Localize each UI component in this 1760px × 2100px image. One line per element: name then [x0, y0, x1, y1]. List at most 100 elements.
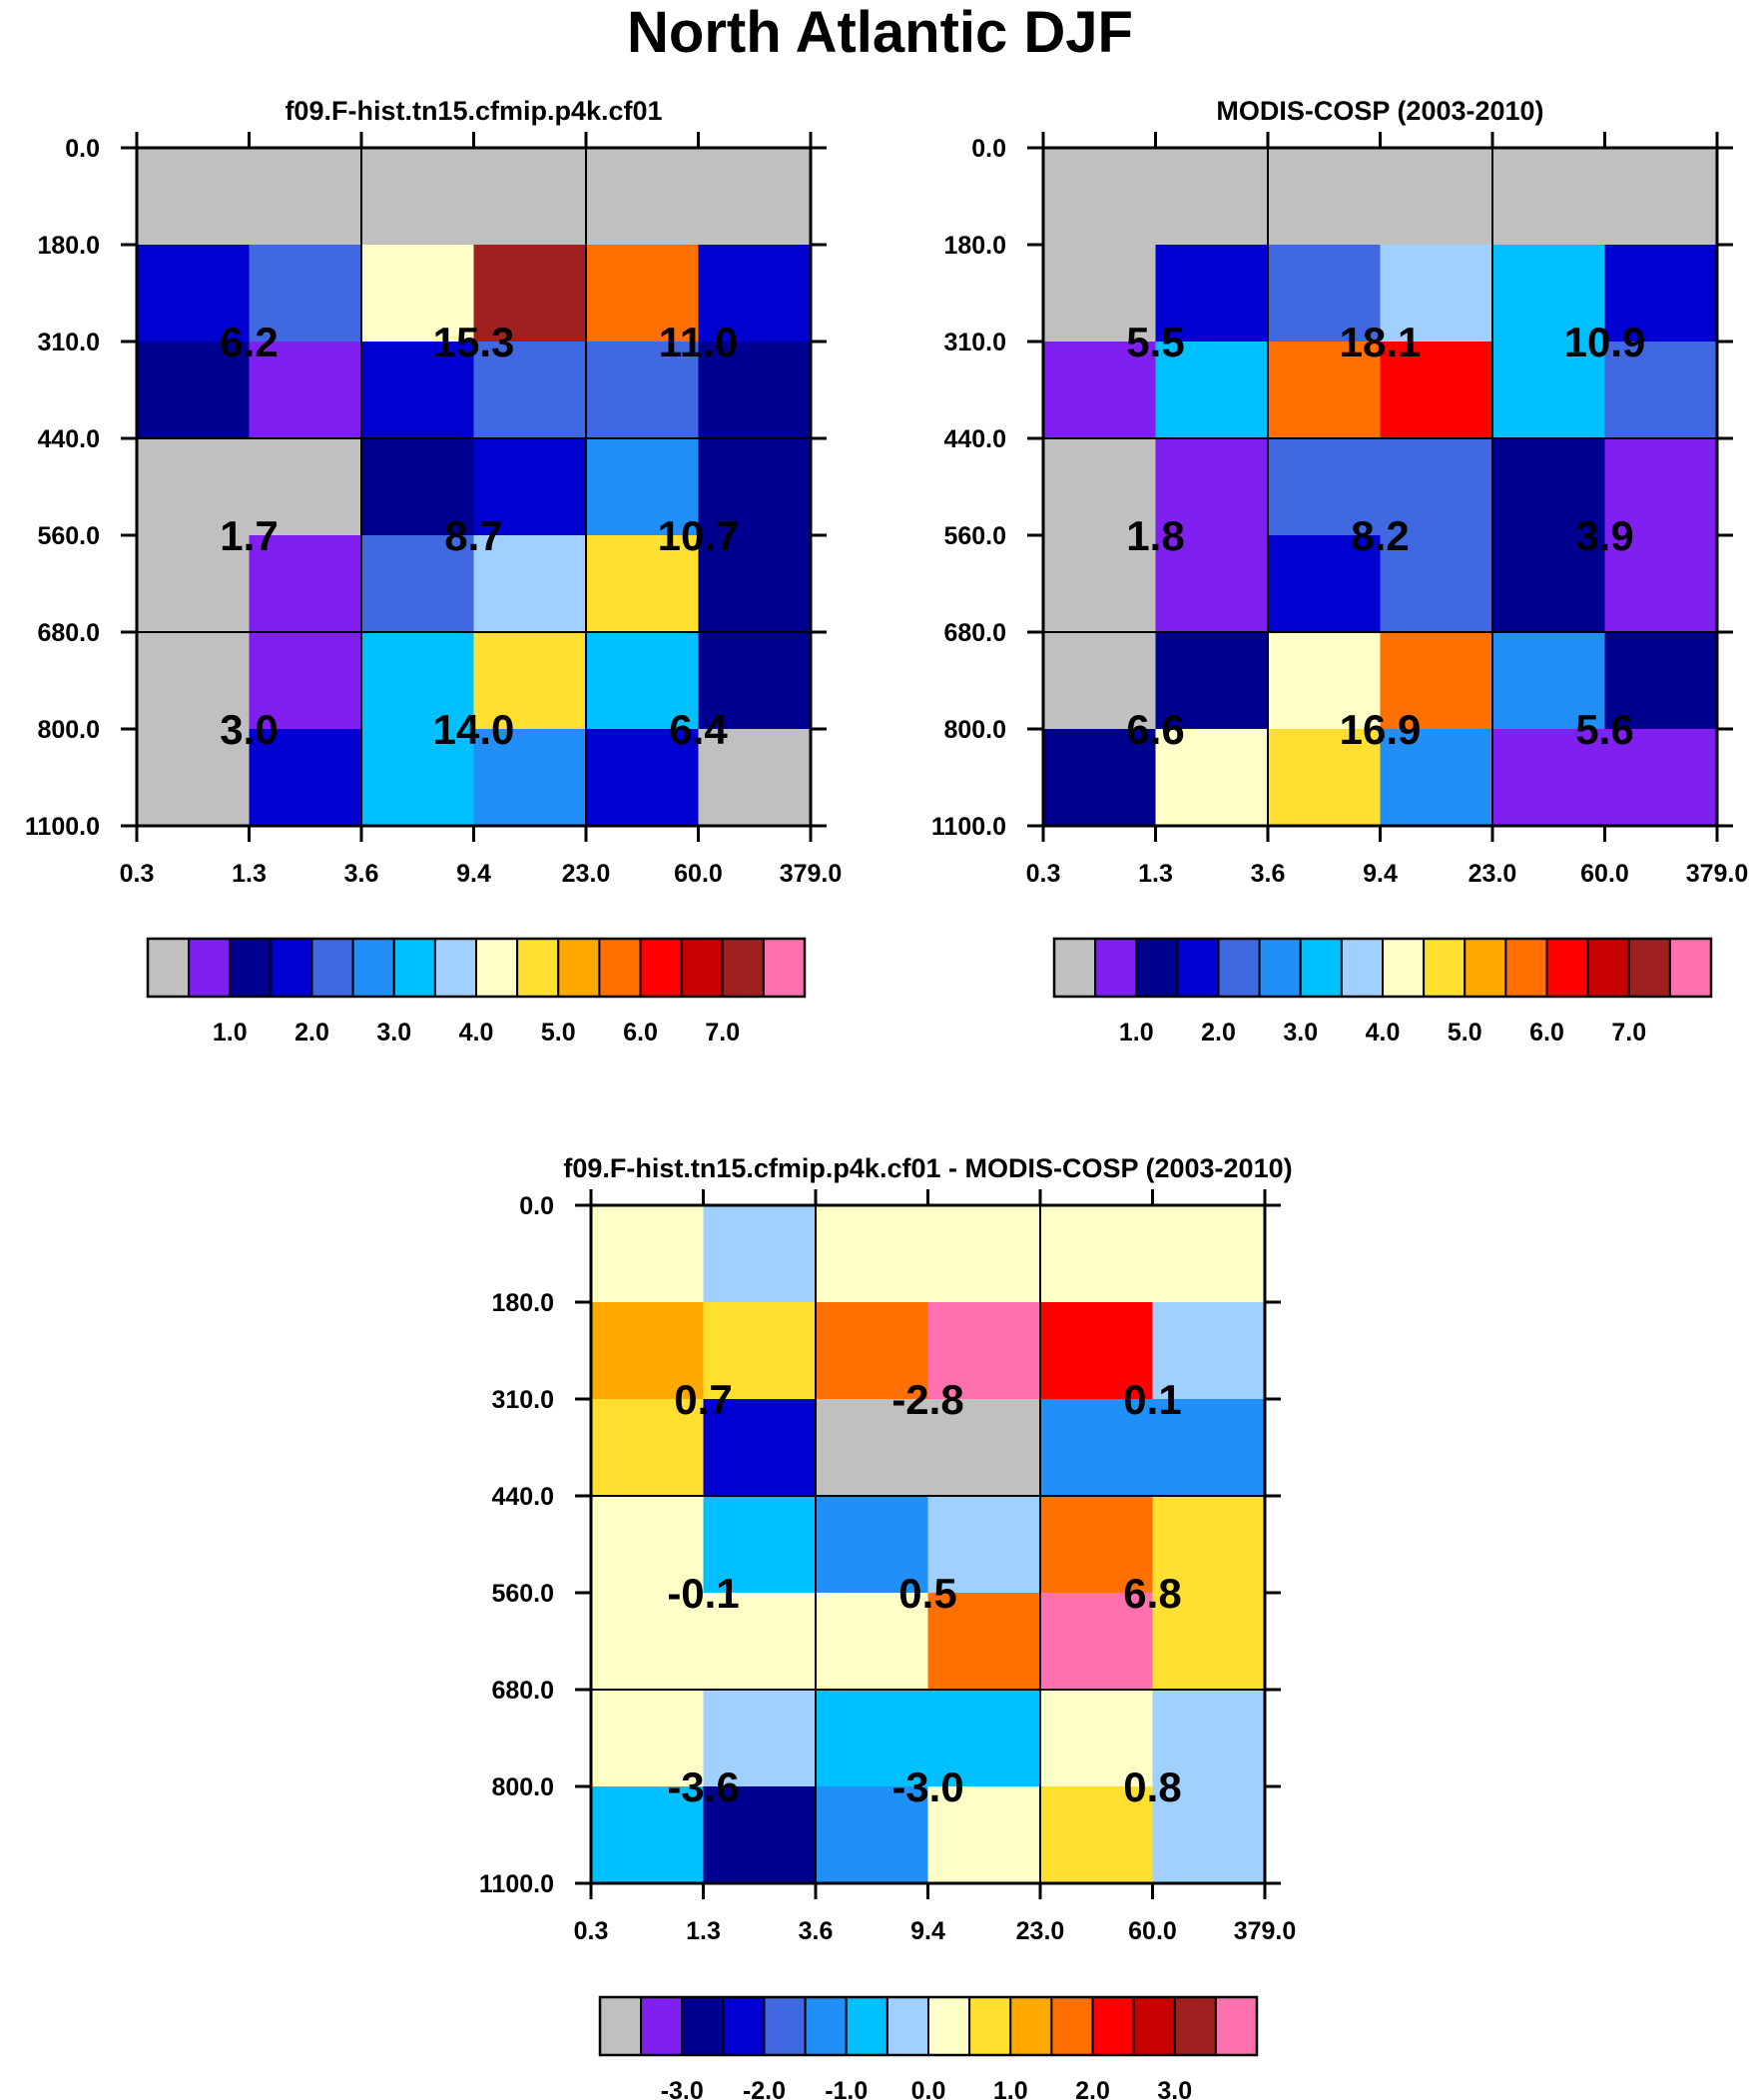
heatmap-cell — [361, 438, 474, 536]
colorbar-label: 1.0 — [213, 1019, 248, 1047]
block-value-label: 6.8 — [1123, 1570, 1181, 1617]
heatmap-cell — [1604, 245, 1718, 343]
y-tick-label: 1100.0 — [931, 813, 1006, 841]
block-value-label: -0.1 — [667, 1570, 739, 1617]
colorbar-swatch — [1214, 1996, 1258, 2056]
y-tick-label: 310.0 — [491, 1386, 554, 1414]
colorbar-swatch — [516, 938, 560, 998]
heatmap-cell — [591, 1302, 704, 1400]
block-value-label: 1.8 — [1126, 512, 1184, 559]
heatmap-cell — [1268, 729, 1381, 827]
x-tick-label: 379.0 — [1234, 1917, 1297, 1945]
colorbar-swatch — [1504, 938, 1548, 998]
block-value-label: 0.8 — [1123, 1763, 1181, 1810]
colorbar-swatch — [1050, 1996, 1094, 2056]
block-value-label: 5.6 — [1575, 706, 1633, 753]
heatmap-cell — [1152, 1302, 1266, 1400]
heatmap-cell — [1043, 535, 1156, 633]
colorbar-swatch — [1627, 938, 1671, 998]
y-tick-label: 560.0 — [943, 522, 1006, 550]
heatmap-cell — [1043, 148, 1156, 246]
colorbar-label: 7.0 — [1611, 1019, 1646, 1047]
y-tick-label: 310.0 — [37, 329, 100, 356]
heatmap-cell — [473, 245, 587, 343]
heatmap-cell — [1268, 245, 1381, 343]
heatmap-cell — [591, 1496, 704, 1594]
heatmap-cell — [1152, 1690, 1266, 1787]
y-tick-label: 680.0 — [37, 619, 100, 647]
block-value-label: 3.0 — [220, 706, 278, 753]
colorbar-label: -3.0 — [661, 2077, 704, 2100]
heatmap-cell — [1604, 342, 1718, 439]
x-tick-label: 379.0 — [1686, 860, 1749, 888]
colorbar-label: 5.0 — [541, 1019, 576, 1047]
colorbar-swatch — [804, 1996, 848, 2056]
colorbar-frame — [598, 1995, 1259, 2057]
heatmap-cell — [591, 1690, 704, 1787]
block-value-label: 10.7 — [658, 512, 740, 559]
heatmap-cell — [1380, 535, 1493, 633]
heatmap-cell — [703, 1399, 817, 1497]
colorbar-label: 4.0 — [459, 1019, 494, 1047]
heatmap-cell — [473, 438, 587, 536]
colorbar-swatch — [188, 938, 232, 998]
y-tick-label: 180.0 — [37, 232, 100, 260]
heatmap-cell — [1043, 245, 1156, 343]
heatmap-cell — [361, 342, 474, 439]
x-tick-label: 23.0 — [1016, 1917, 1065, 1945]
heatmap-cell — [927, 1399, 1041, 1497]
heatmap-cell — [703, 1205, 817, 1303]
colorbar-swatch — [1173, 1996, 1217, 2056]
heatmap-cell — [473, 729, 587, 827]
block-value-label: 0.1 — [1123, 1376, 1181, 1423]
y-tick-label: 0.0 — [65, 135, 100, 163]
colorbar-label: 5.0 — [1448, 1019, 1482, 1047]
colorbar-swatch — [598, 938, 642, 998]
heatmap-cell — [249, 245, 362, 343]
heatmap-cell — [1492, 438, 1605, 536]
page-title: North Atlantic DJF — [627, 0, 1133, 65]
heatmap-cell — [1152, 1496, 1266, 1594]
block-value-label: -3.6 — [667, 1763, 739, 1810]
heatmap-cell — [698, 438, 812, 536]
heatmap-cell — [1492, 148, 1605, 246]
heatmap-cell — [1380, 632, 1493, 730]
y-tick-label: 310.0 — [943, 329, 1006, 356]
heatmap-cell — [816, 1690, 928, 1787]
heatmap-cell — [1152, 1593, 1266, 1691]
heatmap-cell — [1604, 438, 1718, 536]
heatmap-cell — [586, 438, 699, 536]
colorbar-swatch — [433, 938, 477, 998]
heatmap-cell — [361, 632, 474, 730]
colorbar-swatch — [1132, 1996, 1176, 2056]
heatmap-cell — [1155, 342, 1269, 439]
heatmap-cell — [586, 342, 699, 439]
y-tick-label: 180.0 — [943, 232, 1006, 260]
colorbar-swatch — [1094, 938, 1138, 998]
colorbar-swatch — [270, 938, 313, 998]
heatmap-cell — [698, 632, 812, 730]
heatmap-cell — [586, 148, 699, 246]
heatmap-cell — [1492, 535, 1605, 633]
heatmap-cell — [249, 535, 362, 633]
x-tick-label: 23.0 — [1468, 860, 1517, 888]
colorbar-swatch — [1176, 938, 1220, 998]
colorbar-swatch — [1382, 938, 1426, 998]
heatmap-cell — [1268, 632, 1381, 730]
colorbar-swatch — [1668, 938, 1712, 998]
colorbar-swatch — [1423, 938, 1467, 998]
heatmap-cell — [703, 1496, 817, 1594]
block-value-label: 0.5 — [898, 1570, 956, 1617]
y-tick-label: 680.0 — [491, 1677, 554, 1705]
colorbar-label: -1.0 — [825, 2077, 868, 2100]
heatmap-cell — [816, 1205, 928, 1303]
heatmap-cell — [1492, 342, 1605, 439]
heatmap-cell — [1604, 632, 1718, 730]
heatmap-cell — [1380, 245, 1493, 343]
heatmap-cell — [1155, 245, 1269, 343]
y-tick-label: 440.0 — [37, 425, 100, 453]
heatmap-cell — [1380, 729, 1493, 827]
heatmap-cell — [591, 1593, 704, 1691]
block-value-label: 0.7 — [674, 1376, 732, 1423]
x-tick-label: 1.3 — [232, 860, 267, 888]
